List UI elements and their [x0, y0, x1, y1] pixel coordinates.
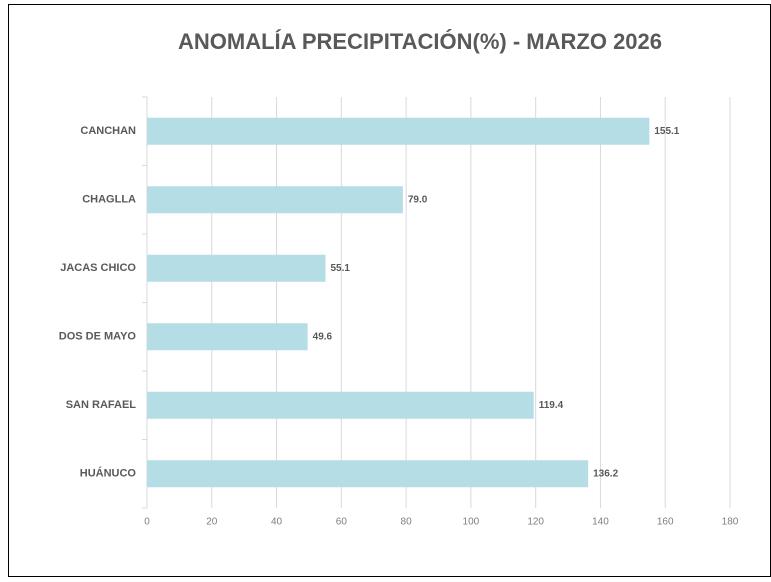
x-tick-label: 40: [271, 517, 283, 528]
x-tick-label: 180: [722, 517, 739, 528]
y-tick-label: DOS DE MAYO: [59, 331, 137, 343]
value-label: 55.1: [330, 263, 350, 274]
x-tick-label: 80: [401, 517, 413, 528]
y-tick-label: JACAS CHICO: [60, 262, 136, 274]
bar: [147, 323, 308, 351]
value-label: 49.6: [313, 331, 333, 342]
bar: [147, 186, 403, 214]
x-tick-label: 140: [592, 517, 609, 528]
value-label: 79.0: [408, 194, 428, 205]
y-tick-label: SAN RAFAEL: [66, 399, 137, 411]
chart-title: ANOMALÍA PRECIPITACIÓN(%) - MARZO 2026: [178, 29, 662, 54]
x-tick-label: 0: [144, 517, 150, 528]
x-tick-label: 120: [527, 517, 544, 528]
x-tick-label: 160: [657, 517, 674, 528]
value-label: 136.2: [593, 468, 618, 479]
x-tick-label: 60: [336, 517, 348, 528]
value-label: 155.1: [654, 126, 679, 137]
x-tick-label: 20: [206, 517, 218, 528]
x-tick-label: 100: [463, 517, 480, 528]
value-label: 119.4: [539, 400, 564, 411]
bar: [147, 391, 534, 419]
bar: [147, 117, 650, 145]
y-tick-label: CHAGLLA: [82, 194, 136, 206]
chart-frame: [8, 4, 771, 577]
y-tick-label: HUÁNUCO: [80, 467, 137, 480]
y-tick-label: CANCHAN: [80, 125, 136, 137]
bar: [147, 254, 326, 282]
bar: [147, 460, 589, 488]
